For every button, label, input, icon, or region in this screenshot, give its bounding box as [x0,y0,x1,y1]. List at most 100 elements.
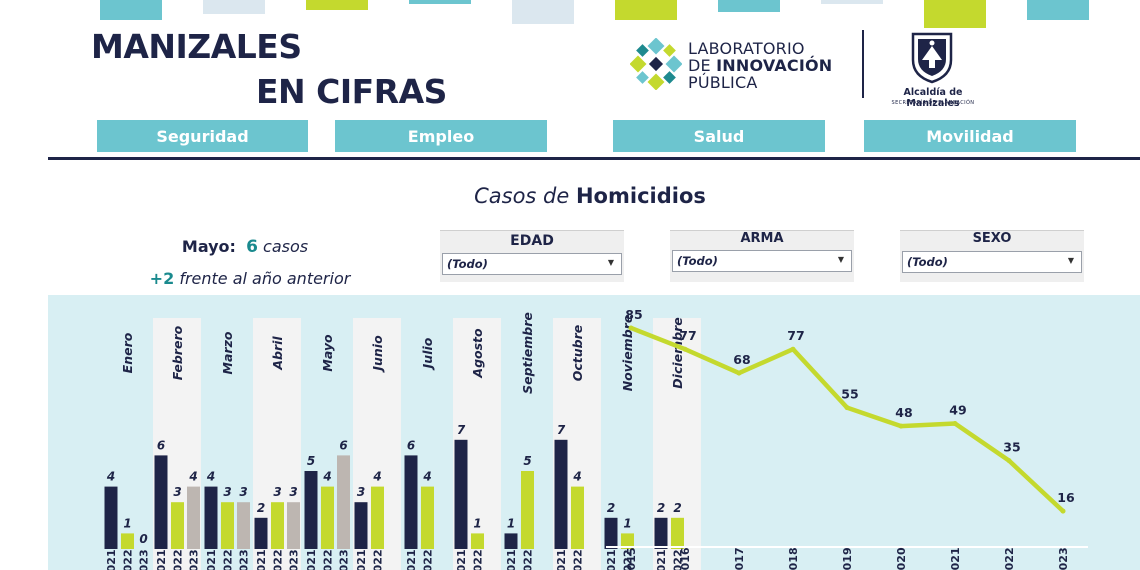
bar-2022 [621,533,634,549]
line-value-label: 85 [625,307,642,322]
lab-line1: LABORATORIO [688,39,805,58]
bar-2021 [454,439,468,549]
bar-year-label: 2021 [505,549,518,570]
bar-year-label: 2021 [205,549,218,570]
bar-value-label: 3 [239,485,247,499]
bar-year-label: 2022 [222,549,235,570]
decor-block [1027,0,1089,20]
bar-2021 [354,502,368,549]
chart-title-bold: Homicidios [575,184,706,208]
decor-block [203,0,265,14]
kpi-delta-text: frente al año anterior [179,269,351,288]
decor-block [409,0,471,4]
bar-2022 [221,502,234,549]
nav-button-movilidad[interactable]: Movilidad [864,120,1076,152]
chevron-down-icon: ▼ [1067,256,1074,265]
line-year-label: 2018 [787,547,800,570]
bar-value-label: 7 [457,423,466,437]
coat-of-arms-icon [911,32,953,84]
bar-year-label: 2021 [555,549,568,570]
bar-year-label: 2022 [422,549,435,570]
nav-button-empleo[interactable]: Empleo [335,120,547,152]
filter-edad-select[interactable]: (Todo) ▼ [442,253,622,275]
filter-edad: EDAD (Todo) ▼ [440,230,624,282]
kpi-count: 6 [246,237,258,257]
bar-year-label: 2021 [105,549,118,570]
decor-block [718,0,780,12]
bar-value-label: 7 [557,423,566,437]
decor-block [821,0,883,4]
decor-block [924,0,986,28]
bar-2022 [321,486,334,549]
line-point [898,423,904,429]
filter-sexo: SEXO (Todo) ▼ [900,230,1084,282]
bar-year-label: 2022 [272,549,285,570]
bar-value-label: 5 [523,454,531,468]
month-label: Octubre [570,325,585,382]
month-label: Febrero [170,325,185,380]
bar-year-label: 2023 [188,549,201,570]
bar-value-label: 2 [657,501,665,515]
month-label: Mayo [320,334,335,372]
bar-2023 [287,502,300,549]
bar-2021 [654,517,668,549]
line-year-label: 2017 [733,547,746,570]
bar-value-label: 3 [273,485,281,499]
filter-value: (Todo) [677,254,718,268]
decor-block [306,0,368,10]
header-divider [48,157,1140,160]
bar-2023 [187,486,200,549]
bar-year-label: 2023 [238,549,251,570]
kpi-delta-line: +2 frente al año anterior [115,269,385,288]
bar-year-label: 2022 [172,549,185,570]
bar-year-label: 2022 [572,549,585,570]
bar-year-label: 2023 [338,549,351,570]
filter-label: EDAD [510,233,554,249]
line-point [736,370,742,376]
bar-value-label: 3 [289,485,297,499]
bar-year-label: 2021 [405,549,418,570]
filter-sexo-select[interactable]: (Todo) ▼ [902,251,1082,273]
bar-year-label: 2022 [322,549,335,570]
kpi-month-count: Mayo: 6 casos [130,237,360,257]
secretaria-name: SECRETARÍA DE PLANEACIÓN [891,100,975,106]
bar-year-label: 2021 [455,549,468,570]
nav-button-seguridad[interactable]: Seguridad [97,120,308,152]
line-point [790,346,796,352]
filter-arma-select[interactable]: (Todo) ▼ [672,250,852,272]
month-label: Diciembre [670,317,685,388]
bar-year-label: 2023 [138,549,151,570]
lab-line3: PÚBLICA [688,73,758,92]
line-value-label: 55 [841,387,858,402]
bar-year-label: 2022 [672,549,685,570]
line-year-label: 2016 [679,547,692,570]
chart-panel: Enero 4 2021 1 2022 0 2023 Febrero 6 2021 3 2022 4 20… [48,295,1140,570]
bar-value-label: 5 [307,454,315,468]
bar-value-label: 4 [206,470,215,484]
line-value-label: 35 [1003,440,1020,455]
filter-arma: ARMA (Todo) ▼ [670,230,854,282]
bar-value-label: 4 [188,470,197,484]
bar-2022 [421,486,434,549]
bar-year-label: 2022 [622,549,635,570]
month-label: Julio [420,337,435,371]
bar-value-label: 2 [673,501,681,515]
kpi-unit: casos [263,237,309,256]
month-label: Septiembre [520,312,535,394]
bar-2021 [504,533,518,549]
line-point [844,405,850,411]
line-point [1006,458,1012,464]
bar-year-label: 2021 [155,549,168,570]
bar-value-label: 3 [357,485,365,499]
kpi-month: Mayo: [181,237,236,256]
bar-value-label: 4 [322,470,331,484]
line-value-label: 77 [679,328,696,343]
bar-value-label: 2 [257,501,265,515]
line-year-label: 2019 [841,547,854,570]
logo-divider [862,30,864,98]
page-title-line1: MANIZALES [91,27,302,66]
page-title-line2: EN CIFRAS [256,72,447,111]
bar-2023 [237,502,250,549]
nav-button-salud[interactable]: Salud [613,120,825,152]
bar-value-label: 6 [339,438,347,452]
